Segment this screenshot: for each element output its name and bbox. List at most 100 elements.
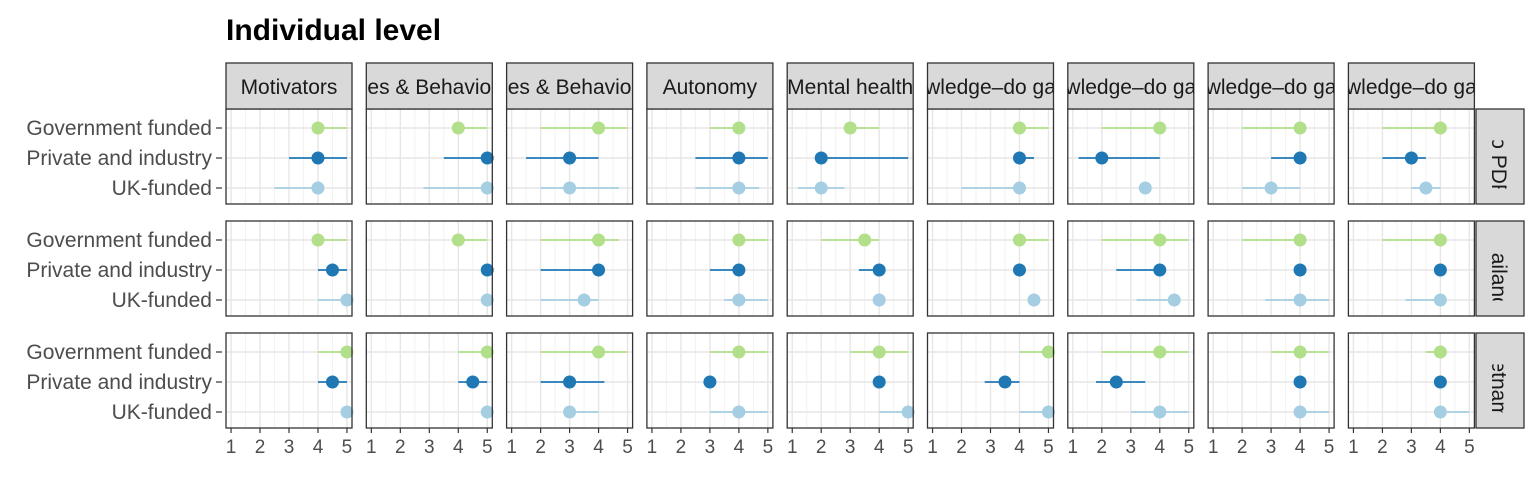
row-strip-bg [1475, 108, 1525, 205]
column-strip-label: es & Behavio [367, 76, 491, 99]
median-point [732, 345, 746, 359]
x-tick-label: 3 [845, 437, 856, 458]
facet-panel [646, 332, 774, 429]
median-point [480, 345, 494, 359]
panel-border [225, 220, 353, 317]
median-point [732, 293, 746, 307]
x-tick-label: 2 [1097, 437, 1108, 458]
facet-panel [1067, 220, 1195, 317]
column-strip-bg [505, 62, 634, 110]
median-point [1293, 375, 1307, 389]
median-point [480, 405, 494, 419]
median-point [1167, 293, 1181, 307]
median-point [1404, 151, 1418, 165]
panel-border [1347, 220, 1476, 317]
median-point [480, 151, 494, 165]
median-point [451, 233, 465, 247]
median-point [466, 375, 480, 389]
panel-border [1207, 220, 1335, 317]
panel-border [505, 220, 634, 317]
median-point [814, 181, 828, 195]
median-point [1153, 405, 1167, 419]
panel-border [646, 220, 774, 317]
column-strip-label: wledge–do ga [924, 76, 1056, 99]
median-point [1293, 293, 1307, 307]
median-point [1419, 181, 1433, 195]
facet-panel [505, 332, 634, 429]
median-point [480, 263, 494, 277]
x-tick-label: 4 [1295, 437, 1306, 458]
median-point [1012, 263, 1026, 277]
x-tick-label: 5 [342, 437, 353, 458]
median-point [872, 375, 886, 389]
y-category-label: Private and industry [26, 259, 212, 282]
median-point [843, 121, 857, 135]
column-strip-bg [786, 62, 914, 110]
facet-panel [1207, 108, 1335, 205]
y-category-label: Government funded [26, 117, 212, 140]
median-point [592, 233, 606, 247]
median-point [1041, 345, 1055, 359]
column-strip-label: es & Behavio [508, 76, 632, 99]
median-point [1153, 345, 1167, 359]
median-point [577, 293, 591, 307]
x-tick-label: 4 [1435, 437, 1446, 458]
median-point [1153, 233, 1167, 247]
median-point [732, 151, 746, 165]
x-tick-label: 1 [226, 437, 237, 458]
facet-panel [1207, 220, 1335, 317]
column-strip-bg [225, 62, 353, 110]
x-tick-label: 1 [1208, 437, 1219, 458]
y-category-label: UK-funded [112, 401, 212, 424]
median-point [480, 293, 494, 307]
column-strips: Motivators es & Behavio es & Behavio Autono… [225, 62, 1477, 110]
median-point [311, 181, 325, 195]
median-point [592, 345, 606, 359]
median-point [1293, 121, 1307, 135]
x-tick-label: 3 [1126, 437, 1137, 458]
x-tick-label: 3 [985, 437, 996, 458]
x-tick-label: 2 [676, 437, 687, 458]
x-tick-label: 5 [1324, 437, 1335, 458]
y-category-label: UK-funded [112, 289, 212, 312]
facet-panel [1067, 332, 1195, 429]
median-point [1433, 405, 1447, 419]
row-strips: Lao PDR Thailand Vietnam [1475, 108, 1525, 429]
x-tick-label: 1 [647, 437, 658, 458]
facet-panel [926, 220, 1055, 317]
facet-panel [1347, 220, 1476, 317]
row-strip-bg [1475, 332, 1525, 429]
y-category-label: Private and industry [26, 147, 212, 170]
median-point [563, 405, 577, 419]
median-point [732, 233, 746, 247]
facet-panel [365, 108, 494, 205]
facet-panel [786, 332, 915, 429]
column-strip-label: wledge–do ga [1064, 76, 1196, 99]
x-tick-label: 4 [734, 437, 745, 458]
column-strip-label: wledge–do ga [1345, 76, 1477, 99]
facet-panel [365, 220, 494, 317]
y-category-label: Private and industry [26, 371, 212, 394]
median-point [340, 345, 354, 359]
x-tick-label: 2 [1237, 437, 1248, 458]
facet-panel [225, 108, 353, 205]
x-tick-label: 1 [1068, 437, 1079, 458]
median-point [1433, 375, 1447, 389]
median-point [858, 233, 872, 247]
median-point [732, 263, 746, 277]
median-point [563, 181, 577, 195]
median-point [1293, 263, 1307, 277]
y-axis-labels: Government funded Private and industry UK-… [26, 117, 222, 424]
median-point [480, 181, 494, 195]
median-point [1433, 121, 1447, 135]
median-point [325, 375, 339, 389]
x-tick-label: 1 [787, 437, 798, 458]
median-point [872, 263, 886, 277]
chart-title: Individual level [226, 14, 441, 47]
median-point [1138, 181, 1152, 195]
median-point [340, 293, 354, 307]
x-tick-label: 3 [705, 437, 716, 458]
x-tick-label: 2 [956, 437, 967, 458]
y-category-label: Government funded [26, 341, 212, 364]
